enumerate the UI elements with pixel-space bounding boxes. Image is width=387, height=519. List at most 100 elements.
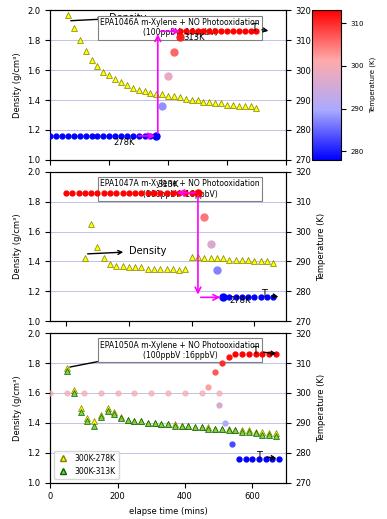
Y-axis label: Density (g/cm³): Density (g/cm³)	[13, 375, 22, 441]
Point	[176, 266, 182, 275]
Point	[170, 265, 176, 273]
Point	[192, 423, 198, 431]
Y-axis label: Temperature (K): Temperature (K)	[317, 51, 326, 119]
Point	[130, 84, 136, 92]
Point	[71, 386, 77, 394]
Point	[185, 422, 192, 430]
Text: EPA1047A m-Xylene + NO Photooxidation
(100ppbV :16ppbV): EPA1047A m-Xylene + NO Photooxidation (1…	[100, 179, 260, 199]
Point	[178, 422, 185, 430]
Point	[165, 420, 171, 429]
Text: EPA1046A m-Xylene + NO Photooxidation
(100ppbV :16ppbV): EPA1046A m-Xylene + NO Photooxidation (1…	[100, 18, 260, 37]
Point	[106, 71, 112, 79]
Point	[89, 56, 95, 64]
Point	[212, 425, 218, 433]
Text: 313K: 313K	[158, 180, 179, 189]
Point	[199, 423, 205, 431]
Text: EPA1050A m-Xylene + NO Photooxidation
(100ppbV :16ppbV): EPA1050A m-Xylene + NO Photooxidation (1…	[100, 340, 260, 360]
Point	[118, 78, 124, 86]
Point	[212, 425, 218, 433]
Point	[65, 11, 71, 19]
Point	[259, 431, 265, 439]
Point	[124, 81, 130, 89]
Point	[158, 420, 164, 429]
Point	[266, 431, 272, 439]
Point	[112, 75, 118, 83]
Point	[241, 102, 248, 110]
Point	[192, 423, 198, 431]
Point	[159, 90, 165, 98]
Point	[226, 426, 232, 434]
Point	[188, 253, 195, 261]
Point	[131, 417, 137, 426]
Point	[71, 24, 77, 33]
Point	[138, 263, 144, 271]
Point	[214, 254, 220, 263]
Point	[77, 36, 83, 45]
Point	[71, 389, 77, 397]
Point	[201, 254, 207, 263]
Point	[183, 94, 189, 103]
Point	[246, 428, 252, 436]
Text: 313K: 313K	[183, 33, 204, 42]
Point	[232, 426, 238, 434]
Point	[219, 425, 225, 433]
Point	[145, 265, 151, 273]
Point	[118, 414, 124, 422]
Point	[152, 419, 158, 427]
Point	[91, 422, 97, 430]
Point	[152, 419, 158, 427]
Y-axis label: Temperature (K): Temperature (K)	[317, 374, 326, 442]
Point	[273, 429, 279, 438]
Point	[84, 414, 91, 422]
Point	[199, 423, 205, 431]
Point	[258, 257, 264, 266]
Point	[171, 91, 177, 100]
Point	[77, 404, 84, 412]
Point	[252, 429, 259, 438]
Point	[273, 432, 279, 441]
Point	[177, 93, 183, 101]
Point	[145, 419, 151, 427]
Point	[247, 102, 253, 110]
Point	[104, 407, 111, 415]
Point	[132, 263, 138, 271]
Text: Density: Density	[71, 13, 147, 23]
Point	[252, 428, 259, 436]
Point	[239, 426, 245, 434]
Point	[264, 257, 270, 266]
Point	[239, 256, 245, 264]
Point	[107, 261, 113, 269]
Point	[206, 98, 212, 106]
Point	[158, 420, 164, 429]
Y-axis label: Temperature (K): Temperature (K)	[369, 57, 376, 113]
Point	[113, 262, 119, 270]
Point	[239, 428, 245, 436]
Point	[91, 417, 97, 426]
Point	[157, 265, 163, 273]
Point	[165, 420, 171, 429]
Point	[94, 62, 101, 70]
Point	[182, 265, 188, 273]
Text: T: T	[250, 23, 267, 33]
Point	[253, 103, 260, 112]
Point	[101, 254, 107, 263]
Legend: 300K-278K, 300K-313K: 300K-278K, 300K-313K	[54, 451, 119, 479]
Point	[172, 422, 178, 430]
Point	[151, 265, 157, 273]
Point	[165, 91, 171, 100]
Point	[98, 413, 104, 421]
Point	[126, 263, 132, 271]
Point	[172, 420, 178, 429]
Point	[245, 256, 251, 264]
Point	[125, 416, 131, 424]
Text: T: T	[252, 346, 275, 356]
Point	[111, 410, 117, 418]
Text: 278K: 278K	[229, 296, 251, 305]
Point	[266, 429, 272, 438]
Text: T: T	[261, 289, 277, 299]
Point	[104, 404, 111, 412]
Point	[98, 411, 104, 419]
Y-axis label: Density (g/cm³): Density (g/cm³)	[13, 52, 22, 118]
Point	[82, 47, 89, 55]
Point	[131, 417, 137, 426]
